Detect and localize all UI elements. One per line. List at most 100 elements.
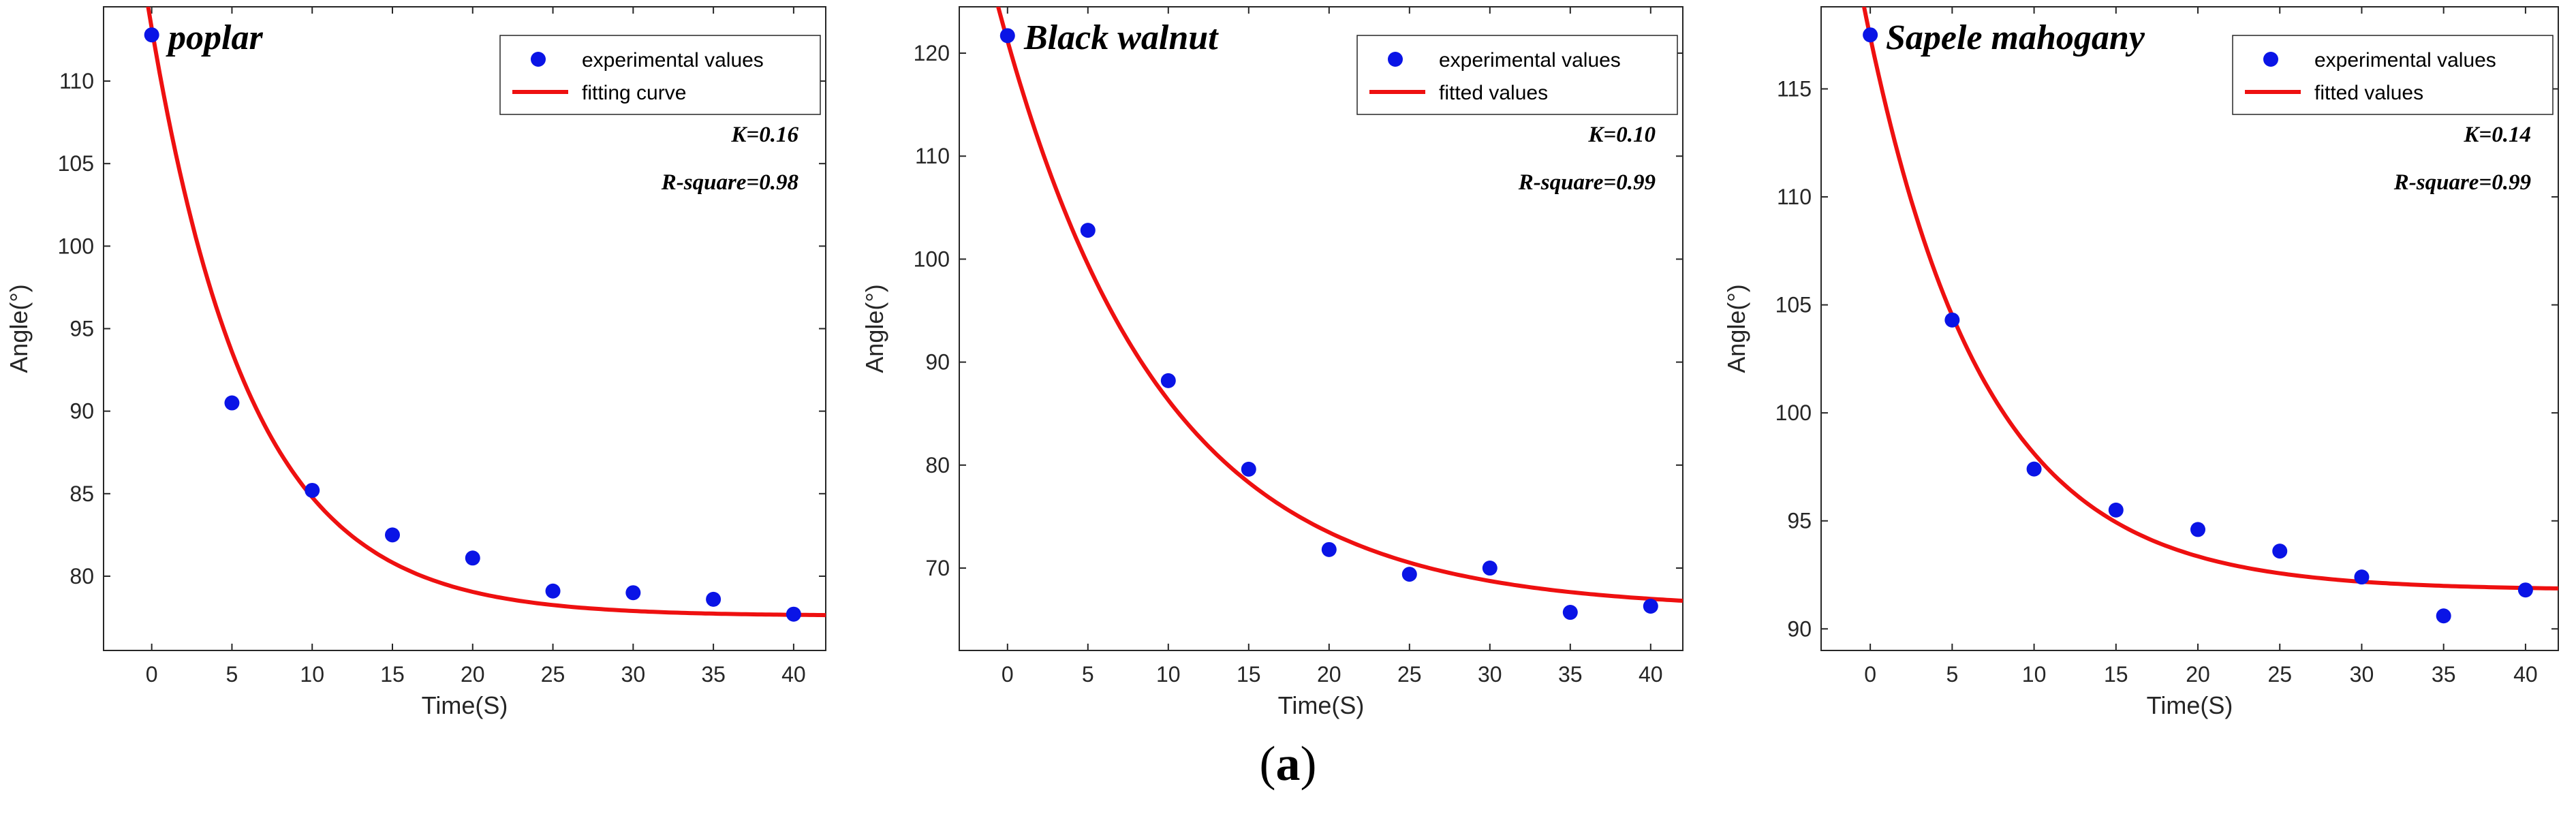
y-tick-label: 80 (69, 564, 94, 588)
data-point (1863, 27, 1878, 43)
x-tick-label: 35 (1558, 662, 1583, 687)
legend-box (2232, 35, 2554, 115)
x-tick-label: 20 (2186, 662, 2210, 687)
legend: experimental values fitting curve (499, 35, 821, 115)
legend-marker-points (1388, 52, 1403, 67)
x-tick-label: 0 (1864, 662, 1876, 687)
caption-letter: a (1275, 736, 1301, 791)
data-point (1643, 598, 1658, 614)
legend-label-fit: fitting curve (582, 82, 686, 104)
data-point (706, 591, 721, 607)
x-tick-label: 25 (2267, 662, 2292, 687)
data-point (2354, 569, 2370, 585)
data-point (1241, 461, 1256, 477)
data-point (385, 527, 400, 543)
y-tick-label: 110 (915, 144, 950, 168)
data-point (465, 550, 480, 566)
caption-close: ) (1300, 736, 1317, 791)
x-tick-label: 20 (1317, 662, 1341, 687)
fitted-curve (1861, 7, 2558, 591)
y-axis-label: Angle(°) (860, 284, 888, 373)
legend-label-points: experimental values (2314, 49, 2496, 72)
x-tick-label: 5 (1946, 662, 1958, 687)
x-tick-label: 0 (1002, 662, 1014, 687)
annotation-r-square: R-square=0.99 (1518, 170, 1656, 195)
x-tick-label: 15 (1237, 662, 1261, 687)
y-axis-label: Angle(°) (1722, 284, 1750, 373)
y-tick-label: 90 (69, 399, 94, 424)
data-point (786, 606, 801, 622)
y-tick-label: 95 (1787, 509, 1812, 533)
y-tick-label: 120 (914, 41, 950, 65)
legend-label-fit: fitted values (1439, 82, 1548, 104)
x-tick-label: 0 (146, 662, 158, 687)
data-point (2108, 502, 2124, 518)
x-tick-label: 25 (541, 662, 565, 687)
x-axis-label: Time(S) (1278, 691, 1365, 719)
chart-sapele-mahogany: 0 5 10 15 20 25 30 35 40 90 95 100 105 110 115 Time(S) A… (1722, 6, 2559, 719)
figure-caption: (a) (0, 736, 2576, 792)
y-tick-label: 105 (1775, 293, 1812, 317)
y-tick-label: 90 (1787, 616, 1812, 641)
y-tick-label: 80 (925, 453, 950, 477)
legend: experimental values fitted values (1356, 35, 1678, 115)
y-tick-label: 105 (58, 151, 94, 176)
caption-open: ( (1259, 736, 1276, 791)
x-tick-label: 30 (1478, 662, 1502, 687)
x-tick-label: 40 (1639, 662, 1663, 687)
data-point (1321, 541, 1337, 557)
y-tick-label: 110 (1777, 185, 1812, 209)
legend-marker-points (531, 52, 546, 67)
x-tick-label: 15 (380, 662, 405, 687)
x-tick-label: 5 (1082, 662, 1094, 687)
data-point (625, 585, 641, 601)
y-tick-label: 95 (69, 317, 94, 341)
legend-box (499, 35, 821, 115)
x-tick-label: 30 (621, 662, 646, 687)
x-tick-label: 10 (1156, 662, 1181, 687)
y-axis-label: Angle(°) (5, 284, 33, 373)
data-point (1401, 567, 1417, 582)
x-tick-label: 35 (2432, 662, 2456, 687)
legend-box (1356, 35, 1678, 115)
x-tick-label: 40 (781, 662, 806, 687)
data-point (2517, 582, 2533, 598)
x-tick-label: 40 (2513, 662, 2538, 687)
panel-title: poplar (166, 18, 263, 57)
data-point (224, 395, 240, 411)
x-axis-label: Time(S) (422, 691, 508, 719)
data-point (2190, 522, 2206, 537)
y-tick-label: 110 (59, 69, 94, 93)
y-tick-label: 70 (925, 556, 950, 580)
data-point (144, 27, 159, 43)
data-point (2436, 608, 2451, 624)
annotation-r-square: R-square=0.98 (661, 170, 798, 195)
x-tick-label: 10 (300, 662, 324, 687)
y-tick-label: 100 (914, 247, 950, 271)
data-point (1562, 605, 1578, 620)
fitted-curve (146, 7, 826, 618)
y-tick-label: 85 (69, 482, 94, 506)
legend-label-points: experimental values (582, 49, 764, 72)
y-tick-label: 100 (1775, 400, 1812, 425)
panel-title: Black walnut (1023, 18, 1219, 57)
y-tick-label: 90 (925, 350, 950, 375)
x-tick-label: 15 (2104, 662, 2128, 687)
data-point (2026, 461, 2042, 477)
annotation-r-square: R-square=0.99 (2393, 170, 2531, 195)
y-tick-label: 115 (1777, 77, 1812, 101)
annotation-k: K=0.14 (2463, 123, 2531, 147)
annotation-k: K=0.16 (730, 123, 798, 147)
data-point (1482, 561, 1498, 576)
panel-title: Sapele mahogany (1886, 18, 2145, 57)
data-point (305, 482, 320, 498)
legend-marker-points (2263, 52, 2278, 67)
x-tick-label: 5 (226, 662, 238, 687)
data-point (2272, 544, 2288, 559)
annotation-k: K=0.10 (1587, 123, 1656, 147)
x-tick-label: 25 (1397, 662, 1422, 687)
data-point (1944, 312, 1960, 328)
legend: experimental values fitted values (2232, 35, 2554, 115)
x-tick-label: 30 (2350, 662, 2374, 687)
